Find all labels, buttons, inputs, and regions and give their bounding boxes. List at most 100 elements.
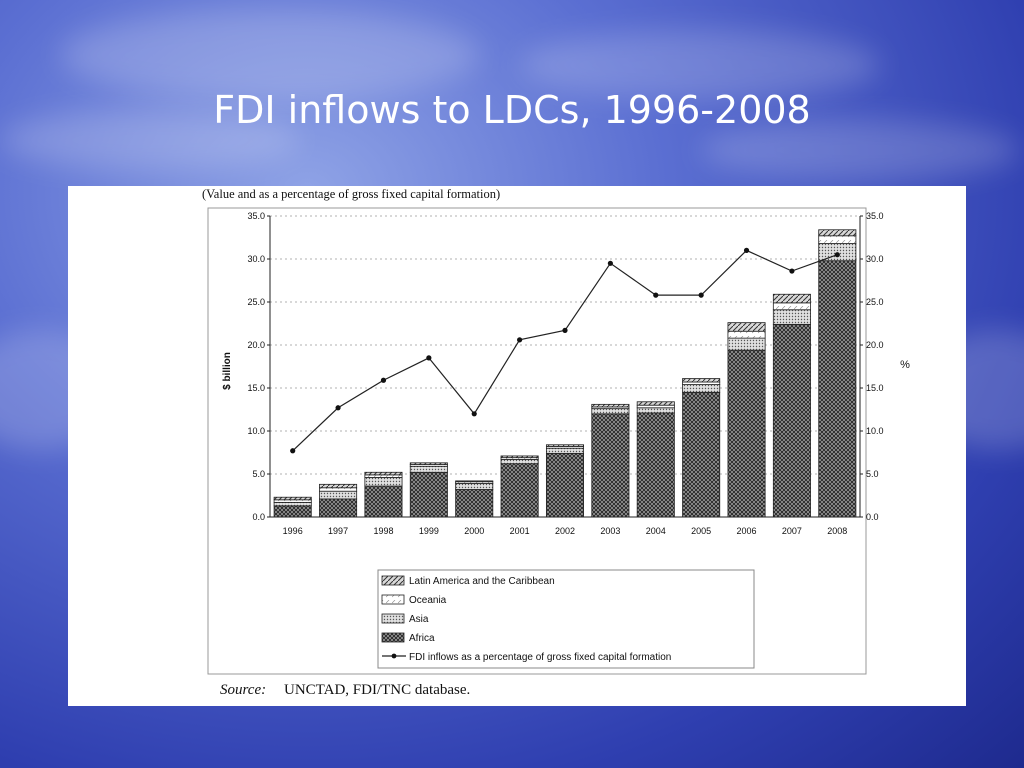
x-tick-label: 1999 bbox=[419, 526, 439, 536]
x-tick-label: 2006 bbox=[737, 526, 757, 536]
x-tick-label: 1996 bbox=[283, 526, 303, 536]
bar-segment-asia-1998 bbox=[364, 477, 403, 487]
bar-segment-africa-2005 bbox=[682, 391, 721, 518]
bar-segment-asia-2000 bbox=[455, 483, 494, 490]
y-tick-label-left: 25.0 bbox=[247, 297, 265, 307]
chart-caption: (Value and as a percentage of gross fixe… bbox=[202, 187, 500, 201]
y-tick-label-left: 35.0 bbox=[247, 211, 265, 221]
y-axis-label-left: $ billion bbox=[222, 352, 233, 390]
legend-label: FDI inflows as a percentage of gross fix… bbox=[409, 652, 671, 663]
bar-segment-latin-america-and-the-caribbean-2001 bbox=[500, 455, 539, 459]
percentage-point-2002 bbox=[562, 327, 568, 333]
bar-segment-africa-2001 bbox=[500, 463, 539, 518]
x-tick-label: 2001 bbox=[510, 526, 530, 536]
x-tick-label: 2005 bbox=[691, 526, 711, 536]
chart-legend: Latin America and the Caribbean Oceania As… bbox=[377, 569, 755, 669]
bar-segment-oceania-2006 bbox=[727, 330, 766, 339]
source-label: Source: bbox=[220, 682, 266, 698]
bar-segment-africa-2008 bbox=[818, 260, 857, 518]
legend-label: Africa bbox=[409, 633, 435, 644]
legend-line-marker bbox=[391, 653, 397, 659]
bar-stacks bbox=[273, 229, 857, 518]
bar-segment-africa-2002 bbox=[545, 452, 585, 518]
bar-segment-oceania-2008 bbox=[818, 235, 857, 244]
percentage-point-2001 bbox=[517, 337, 523, 343]
bar-segment-asia-2001 bbox=[500, 458, 539, 465]
bar-segment-latin-america-and-the-caribbean-2003 bbox=[591, 403, 630, 408]
legend-label: Oceania bbox=[409, 595, 447, 606]
x-tick-label: 2004 bbox=[646, 526, 666, 536]
y-tick-label-left: 30.0 bbox=[247, 254, 265, 264]
bar-segment-africa-2004 bbox=[636, 412, 675, 518]
bar-segment-asia-2003 bbox=[591, 408, 630, 415]
percentage-point-2007 bbox=[789, 268, 795, 274]
y-tick-label-left: 10.0 bbox=[247, 426, 265, 436]
chart-figure: (Value and as a percentage of gross fixe… bbox=[68, 186, 966, 706]
legend-swatch-africa bbox=[381, 632, 405, 643]
legend-swatch-asia bbox=[381, 613, 405, 624]
source-text: UNCTAD, FDI/TNC database. bbox=[284, 682, 470, 698]
bar-segment-latin-america-and-the-caribbean-1997 bbox=[319, 483, 358, 489]
bar-segment-asia-1997 bbox=[319, 490, 358, 500]
percentage-line bbox=[290, 247, 840, 454]
legend-label: Latin America and the Caribbean bbox=[409, 576, 555, 587]
bar-segment-latin-america-and-the-caribbean-1998 bbox=[364, 471, 403, 476]
x-tick-label: 2003 bbox=[600, 526, 620, 536]
right-axis-ticks: 0.0 5.0 10.0 15.0 20.0 25.0 30.0 35.0 bbox=[860, 211, 884, 522]
y-tick-label-left: 20.0 bbox=[247, 340, 265, 350]
bar-segment-asia-2006 bbox=[727, 337, 766, 351]
legend-swatch-latin-america-and-the-caribbean bbox=[381, 575, 405, 586]
bar-segment-africa-2000 bbox=[455, 489, 494, 518]
x-tick-label: 1998 bbox=[373, 526, 393, 536]
bar-segment-latin-america-and-the-caribbean-2002 bbox=[545, 444, 585, 447]
legend-box bbox=[377, 569, 755, 669]
bar-segment-asia-1999 bbox=[409, 465, 448, 473]
bar-segment-africa-2007 bbox=[772, 323, 811, 518]
y-tick-label-right: 35.0 bbox=[866, 211, 884, 221]
y-tick-label-right: 5.0 bbox=[866, 469, 879, 479]
y-axis-label-right: % bbox=[900, 359, 910, 371]
x-tick-label: 1997 bbox=[328, 526, 348, 536]
bar-segment-latin-america-and-the-caribbean-1996 bbox=[273, 496, 312, 501]
percentage-point-2000 bbox=[471, 411, 477, 417]
x-tick-label: 2007 bbox=[782, 526, 802, 536]
bar-segment-africa-1997 bbox=[319, 498, 358, 518]
y-tick-label-left: 0.0 bbox=[252, 512, 265, 522]
percentage-point-2004 bbox=[653, 292, 659, 298]
y-tick-label-right: 30.0 bbox=[866, 254, 884, 264]
bar-segment-africa-1998 bbox=[364, 485, 403, 518]
y-tick-label-left: 5.0 bbox=[252, 469, 265, 479]
bar-segment-latin-america-and-the-caribbean-2005 bbox=[682, 378, 721, 383]
bar-segment-asia-2002 bbox=[545, 447, 585, 454]
y-tick-label-left: 15.0 bbox=[247, 383, 265, 393]
bar-segment-latin-america-and-the-caribbean-2008 bbox=[818, 229, 857, 237]
bar-segment-africa-1996 bbox=[273, 505, 312, 518]
bar-segment-asia-2007 bbox=[772, 309, 811, 325]
bar-segment-latin-america-and-the-caribbean-1999 bbox=[409, 462, 448, 465]
percentage-point-1997 bbox=[335, 405, 341, 411]
legend-label: Asia bbox=[409, 614, 429, 625]
bar-segment-latin-america-and-the-caribbean-2007 bbox=[772, 293, 811, 304]
y-tick-label-right: 0.0 bbox=[866, 512, 879, 522]
bar-segment-asia-2004 bbox=[636, 407, 675, 414]
percentage-point-2008 bbox=[834, 252, 840, 258]
percentage-point-2003 bbox=[607, 260, 613, 266]
chart-svg: (Value and as a percentage of gross fixe… bbox=[202, 187, 910, 698]
x-tick-label: 2002 bbox=[555, 526, 575, 536]
bar-segment-asia-2005 bbox=[682, 384, 721, 393]
bar-segment-latin-america-and-the-caribbean-2006 bbox=[727, 322, 766, 332]
percentage-point-1999 bbox=[426, 355, 432, 361]
percentage-point-2006 bbox=[743, 247, 750, 253]
y-tick-label-right: 15.0 bbox=[866, 383, 884, 393]
bar-segment-oceania-1997 bbox=[319, 487, 358, 492]
bar-segment-asia-1996 bbox=[273, 501, 312, 507]
left-axis-ticks: 0.0 5.0 10.0 15.0 20.0 25.0 30.0 35.0 bbox=[247, 211, 270, 522]
y-tick-label-right: 25.0 bbox=[866, 297, 884, 307]
bar-segment-latin-america-and-the-caribbean-2000 bbox=[455, 480, 494, 483]
bar-segment-latin-america-and-the-caribbean-2004 bbox=[636, 401, 675, 406]
x-tick-label: 2000 bbox=[464, 526, 484, 536]
bar-segment-africa-2006 bbox=[727, 349, 766, 518]
bar-segment-oceania-2007 bbox=[772, 302, 811, 311]
percentage-point-1996 bbox=[290, 448, 296, 454]
chart-frame bbox=[207, 207, 867, 675]
